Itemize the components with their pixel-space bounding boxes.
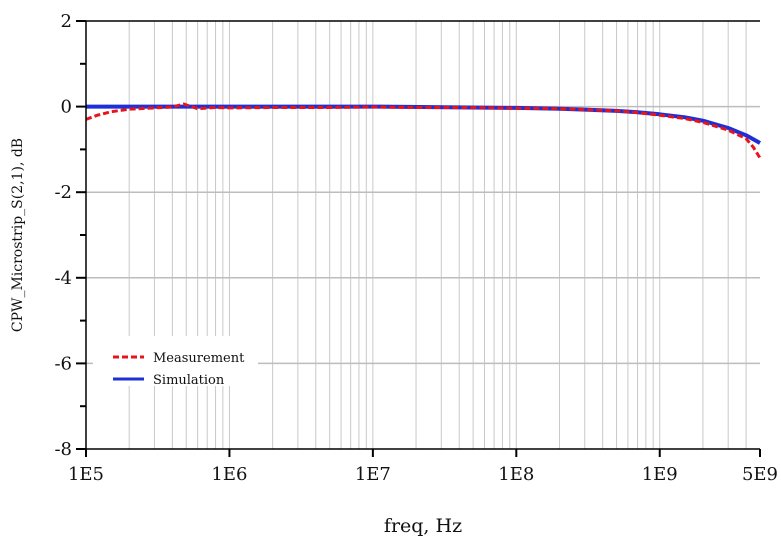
legend-label-simulation: Simulation [153,373,225,388]
legend: Measurement Simulation [93,336,258,388]
x-tick-label: 1E9 [642,464,678,485]
y-tick-label: -8 [54,439,72,460]
axes: 2 0 -2 -4 -6 -8 1E5 1E6 1E7 1E8 1E9 5E9 [54,11,778,485]
legend-label-measurement: Measurement [153,351,245,366]
x-tick-label: 1E7 [355,464,391,485]
x-tick-label: 1E5 [68,464,104,485]
y-axis-title: CPW_Microstrip_S(2,1), dB [10,138,26,332]
y-tick-label: 0 [61,97,72,118]
series-line-measurement [85,102,762,159]
x-tick-label: 5E9 [742,464,778,485]
y-tick-label: -2 [54,182,72,203]
y-tick-label: -4 [54,268,72,289]
x-tick-label: 1E8 [498,464,534,485]
x-axis-title: freq, Hz [384,515,462,537]
x-tick-label: 1E6 [211,464,247,485]
series-layer [85,102,762,159]
grid [86,21,760,449]
series-line-simulation [86,104,761,145]
y-tick-label: 2 [61,11,72,32]
y-tick-label: -6 [54,353,72,374]
